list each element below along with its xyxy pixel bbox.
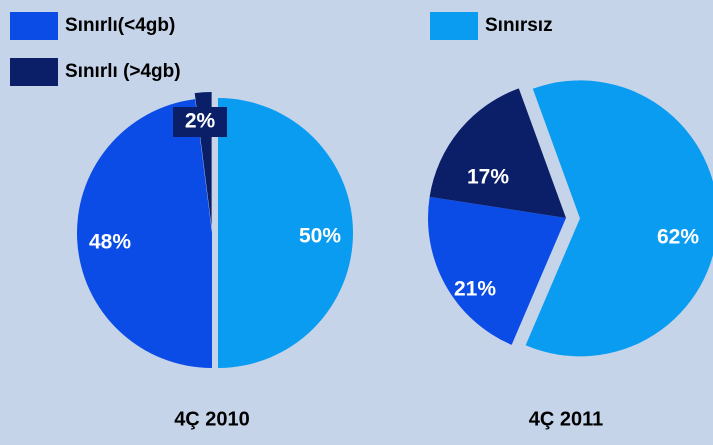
legend-label: Sınırlı (>4gb) xyxy=(65,61,181,82)
data-label: 50% xyxy=(299,225,341,248)
data-label: 2% xyxy=(185,110,216,133)
data-label: 17% xyxy=(467,166,509,189)
pie-slice xyxy=(218,98,353,368)
data-label: 48% xyxy=(89,231,131,254)
chart-title: 4Ç 2010 xyxy=(174,408,250,430)
chart-title: 4Ç 2011 xyxy=(529,408,604,430)
pie-slice xyxy=(525,80,713,357)
pie-slice xyxy=(76,99,213,368)
data-label: 62% xyxy=(657,226,699,249)
label-box xyxy=(173,107,227,137)
legend-swatch xyxy=(430,12,478,40)
pie-slice xyxy=(429,88,566,218)
legend-label: Sınırlı(<4gb) xyxy=(65,15,175,36)
data-label: 21% xyxy=(454,278,496,301)
legend-label: Sınırsız xyxy=(485,15,553,36)
legend-swatch xyxy=(10,12,58,40)
pie-slice xyxy=(428,196,566,345)
legend-swatch xyxy=(10,58,58,86)
